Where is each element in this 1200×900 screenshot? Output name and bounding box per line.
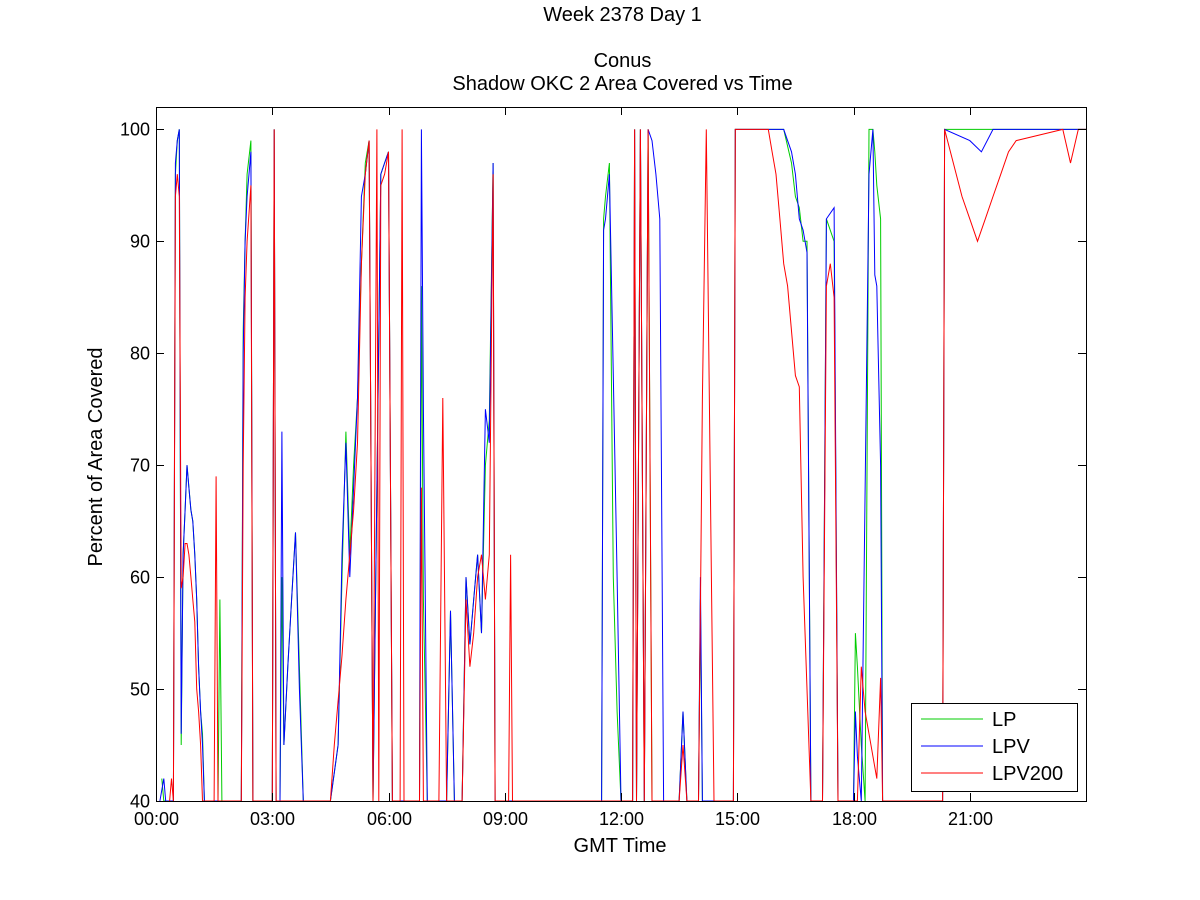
legend: LP LPV LPV200 <box>911 703 1078 792</box>
chart-title-line-1: Week 2378 Day 1 <box>543 4 702 26</box>
y-tick-label: 100 <box>120 120 150 140</box>
y-tick-label: 50 <box>130 680 150 700</box>
series-layer <box>159 128 1086 801</box>
y-tick-label: 70 <box>130 456 150 476</box>
x-tick-label: 00:00 <box>134 809 179 829</box>
chart-title-line-3: Shadow OKC 2 Area Covered vs Time <box>452 73 793 95</box>
x-tick-label: 18:00 <box>832 809 877 829</box>
legend-label-lp: LP <box>992 709 1016 731</box>
y-tick-label: 90 <box>130 232 150 252</box>
y-tick-label: 80 <box>130 344 150 364</box>
x-tick-label: 06:00 <box>367 809 412 829</box>
x-axis-label: GMT Time <box>574 835 667 857</box>
plot-area <box>156 107 1086 801</box>
y-axis-label: Percent of Area Covered <box>85 347 107 566</box>
series-line-lpv <box>159 128 1086 801</box>
y-tick-label: 40 <box>130 792 150 812</box>
plot-frame <box>156 107 1087 802</box>
legend-box <box>911 703 1078 792</box>
legend-label-lpv200: LPV200 <box>992 763 1063 785</box>
legend-label-lpv: LPV <box>992 736 1030 758</box>
x-tick-label: 15:00 <box>715 809 760 829</box>
series-line-lpv200 <box>169 128 1086 801</box>
axis-layer: 00:00 03:00 06:00 09:00 12:00 15:00 18:00 21:00… <box>120 107 1086 829</box>
x-tick-label: 03:00 <box>250 809 295 829</box>
x-tick-label: 12:00 <box>599 809 644 829</box>
chart-title-line-2: Conus <box>593 50 652 72</box>
x-tick-label: 09:00 <box>483 809 528 829</box>
y-tick-label: 60 <box>130 568 150 588</box>
x-tick-label: 21:00 <box>948 809 993 829</box>
